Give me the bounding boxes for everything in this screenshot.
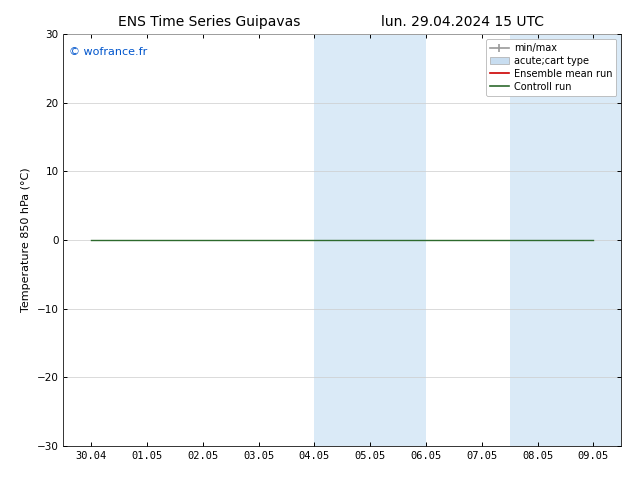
Bar [370,34,426,446]
Text: ENS Time Series Guipavas: ENS Time Series Guipavas [118,15,301,29]
Bar [314,34,370,446]
Bar [566,34,621,446]
Bar [510,34,566,446]
Text: lun. 29.04.2024 15 UTC: lun. 29.04.2024 15 UTC [381,15,545,29]
Y-axis label: Temperature 850 hPa (°C): Temperature 850 hPa (°C) [21,168,31,313]
Legend: min/max, acute;cart type, Ensemble mean run, Controll run: min/max, acute;cart type, Ensemble mean … [486,39,616,96]
Text: © wofrance.fr: © wofrance.fr [69,47,147,57]
